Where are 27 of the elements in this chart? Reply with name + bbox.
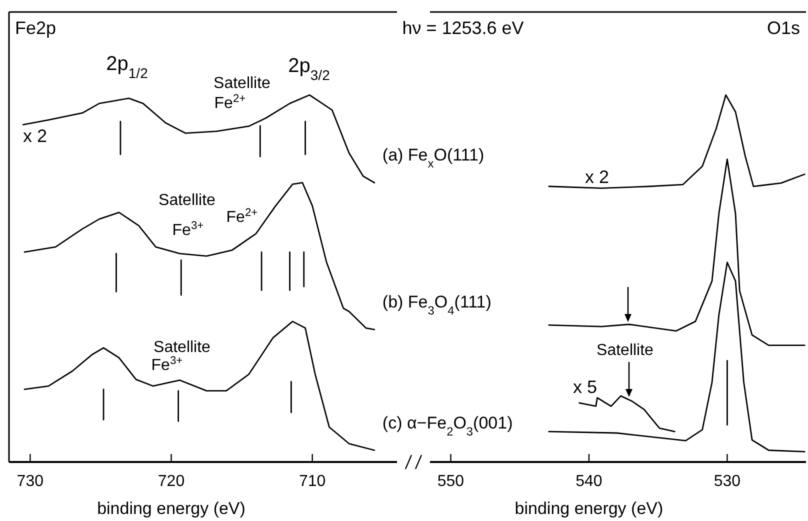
x-tick-label: 710 bbox=[298, 473, 326, 490]
x-axis-title: binding energy (eV) bbox=[514, 499, 664, 518]
chart-title: O1s bbox=[766, 18, 800, 38]
series-label: (a) Fe$_{x}$O(111) bbox=[382, 146, 484, 171]
x-tick-label: 550 bbox=[437, 473, 464, 490]
text: Satellite bbox=[214, 75, 271, 92]
annotation: x 2 bbox=[584, 167, 610, 187]
annotation: Fe$^{2+}$ bbox=[226, 207, 258, 226]
x-tick-label: 530 bbox=[714, 473, 741, 490]
annotation: Satellite bbox=[154, 339, 211, 356]
annotation: Fe$^{3+}$ bbox=[151, 355, 183, 374]
annotation: Satellite bbox=[596, 342, 654, 359]
annotation: x 2 bbox=[22, 126, 48, 146]
annotation: x 5 bbox=[572, 377, 598, 397]
annotation: Fe$^{3+}$ bbox=[172, 220, 204, 239]
annotation: Satellite bbox=[158, 192, 216, 209]
annotation: Fe$^{2+}$ bbox=[214, 93, 246, 112]
series-label: (b) Fe$_{3}$O$_{4}$(111) bbox=[382, 292, 492, 318]
chart-title: Fe2p bbox=[15, 18, 56, 38]
x-tick-label: 720 bbox=[158, 473, 185, 490]
text: hν = 1253.6 eV bbox=[402, 18, 524, 38]
x-tick-label: 540 bbox=[576, 473, 602, 490]
text: 2p$_{1/2}$ bbox=[106, 53, 148, 81]
x-tick-label: 730 bbox=[16, 473, 44, 490]
text: 2p$_{3/2}$ bbox=[288, 55, 330, 83]
x-axis-title: binding energy (eV) bbox=[97, 499, 246, 518]
series-label: (c) α−Fe$_{2}$O$_{3}$(001) bbox=[382, 413, 513, 438]
